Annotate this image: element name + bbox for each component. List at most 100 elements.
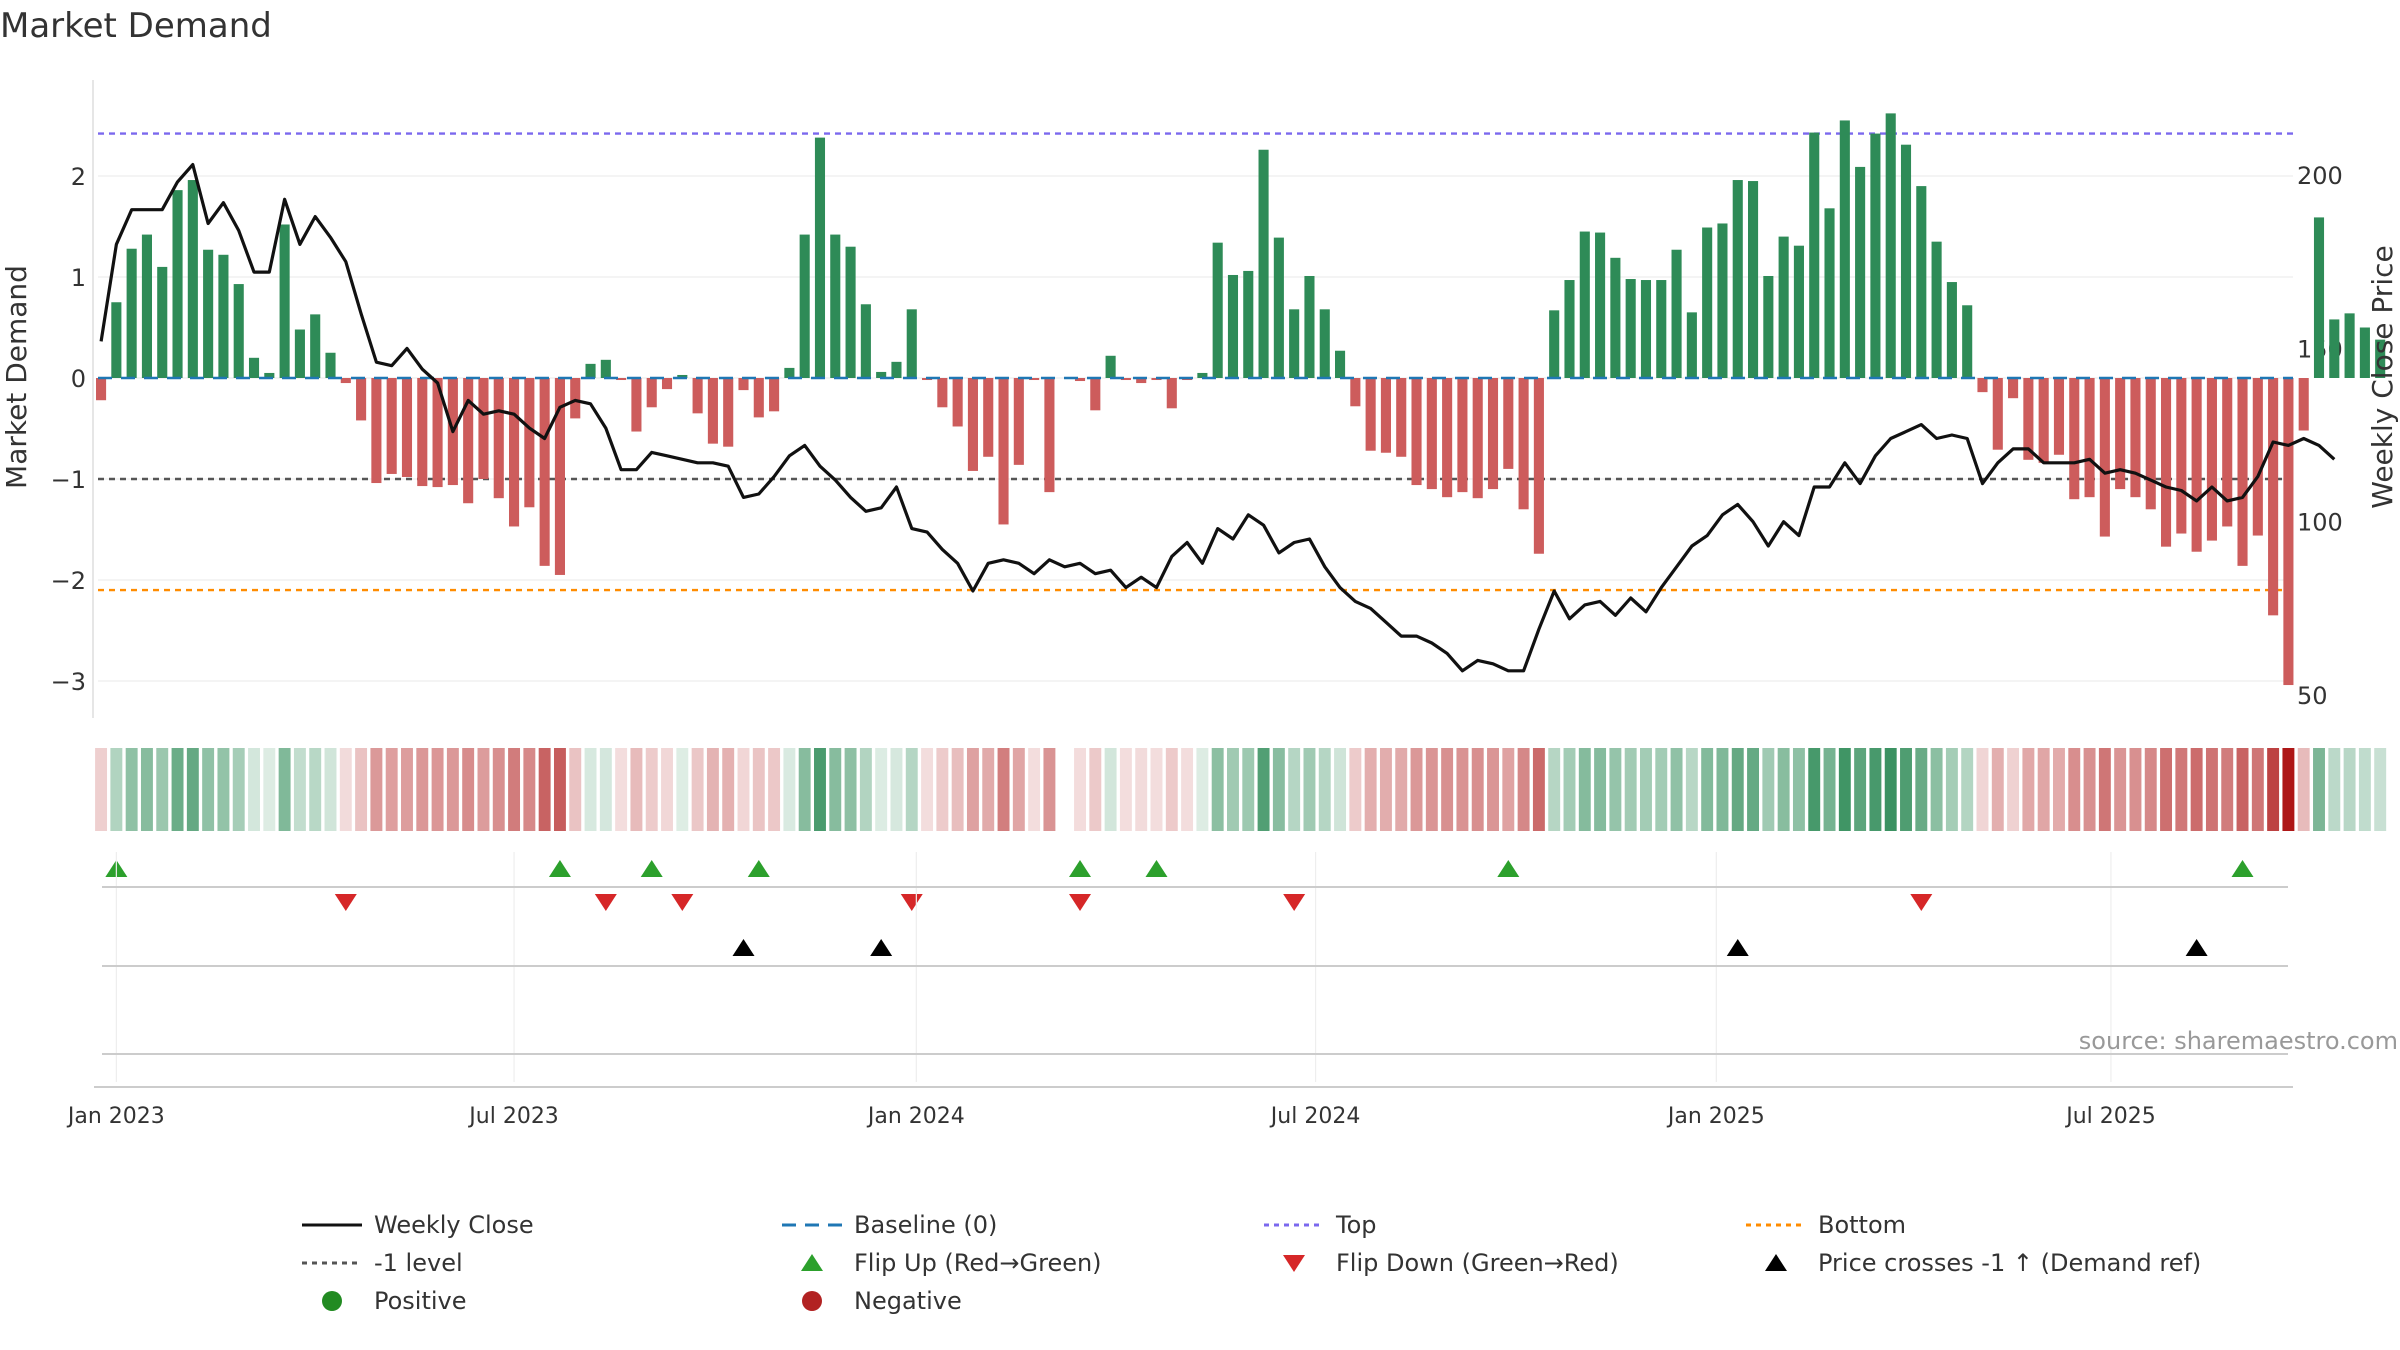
strip-cell (783, 748, 795, 831)
demand-bar (524, 378, 534, 507)
strip-cell (294, 748, 306, 831)
demand-bar (2100, 378, 2110, 537)
demand-bar (2176, 378, 2186, 534)
demand-bar (1610, 258, 1620, 378)
y2-tick-label: 200 (2297, 162, 2343, 190)
legend-marker (322, 1291, 342, 1311)
demand-bar (1488, 378, 1498, 489)
demand-bar (2299, 378, 2309, 431)
price-cross-marker (1727, 939, 1749, 956)
strip-cell (952, 748, 964, 831)
strip-cell (2359, 748, 2371, 831)
demand-bar (1090, 378, 1100, 410)
legend-item: -1 level (300, 1246, 463, 1280)
strip-cell (1686, 748, 1698, 831)
strip-cell (1472, 748, 1484, 831)
y-tick-label: 1 (71, 264, 86, 292)
x-tick-label: Jul 2023 (467, 1104, 559, 1129)
strip-cell (1564, 748, 1576, 831)
strip-cell (110, 748, 122, 831)
demand-bar (1962, 305, 1972, 378)
demand-bar (1304, 276, 1314, 378)
strip-cell (1793, 748, 1805, 831)
strip-cell (1349, 748, 1361, 831)
demand-bar (540, 378, 550, 566)
legend-label: Flip Up (Red→Green) (854, 1249, 1102, 1277)
chart-title: Market Demand (0, 6, 272, 46)
demand-bar (1870, 134, 1880, 378)
strip-cell (539, 748, 551, 831)
demand-bar (968, 378, 978, 471)
strip-cell (202, 748, 214, 831)
strip-cell (1105, 748, 1117, 831)
demand-bar (2146, 378, 2156, 509)
strip-cell (1089, 748, 1101, 831)
strip-cell (156, 748, 168, 831)
demand-bar (494, 378, 504, 498)
strip-cell (1303, 748, 1315, 831)
strip-cell (1885, 748, 1897, 831)
legend-marker (801, 1254, 823, 1271)
strip-cell (860, 748, 872, 831)
strip-cell (447, 748, 459, 831)
demand-bar (2222, 378, 2232, 526)
strip-cell (432, 748, 444, 831)
strip-cell (1548, 748, 1560, 831)
demand-bar (1549, 310, 1559, 378)
strip-cell (2007, 748, 2019, 831)
strip-cell (615, 748, 627, 831)
demand-bar (1763, 276, 1773, 378)
strip-cell (1135, 748, 1147, 831)
strip-cell (1747, 748, 1759, 831)
flip-down-marker (901, 894, 923, 911)
strip-cell (1533, 748, 1545, 831)
demand-bar (861, 304, 871, 378)
strip-cell (1655, 748, 1667, 831)
demand-bar (325, 353, 335, 378)
demand-bar (1228, 275, 1238, 378)
demand-bar (2345, 313, 2355, 378)
strip-cell (1931, 748, 1943, 831)
strip-cell (1701, 748, 1713, 831)
strip-cell (1915, 748, 1927, 831)
strip-cell (646, 748, 658, 831)
strip-cell (707, 748, 719, 831)
y-tick-label: −2 (51, 567, 86, 595)
demand-bar (1457, 378, 1467, 492)
strip-cell (2267, 748, 2279, 831)
strip-cell (263, 748, 275, 831)
demand-bar (2039, 378, 2049, 463)
demand-bar (937, 378, 947, 407)
strip-cell (1380, 748, 1392, 831)
strip-cell (890, 748, 902, 831)
demand-bar (723, 378, 733, 447)
strip-cell (279, 748, 291, 831)
legend-label: Positive (374, 1287, 467, 1315)
demand-bar (1748, 181, 1758, 378)
strip-cell (875, 748, 887, 831)
demand-bar (800, 235, 810, 378)
demand-bar (1503, 378, 1513, 469)
flip-down-marker (335, 894, 357, 911)
strip-cell (2191, 748, 2203, 831)
demand-bar (1411, 378, 1421, 485)
strip-cell (1151, 748, 1163, 831)
legend-item: Positive (300, 1284, 467, 1318)
legend-label: Weekly Close (374, 1211, 534, 1239)
demand-bar (1809, 133, 1819, 378)
demand-bar (1335, 351, 1345, 378)
strip-cell (1074, 748, 1086, 831)
heat-strip (95, 748, 2386, 831)
demand-bar (585, 364, 595, 378)
strip-cell (2374, 748, 2386, 831)
demand-bar (647, 378, 657, 407)
demand-bar (2008, 378, 2018, 398)
demand-bar (341, 378, 351, 383)
y2-tick-label: 100 (2297, 509, 2343, 537)
x-axis: Jan 2023 Jul 2023 Jan 2024 Jul 2024 Jan 2025… (66, 852, 2293, 1129)
demand-bar (1243, 271, 1253, 378)
strip-cell (1288, 748, 1300, 831)
strip-cell (768, 748, 780, 831)
legend-item: Flip Down (Green→Red) (1262, 1246, 1619, 1280)
legend-swatch (780, 1284, 846, 1318)
